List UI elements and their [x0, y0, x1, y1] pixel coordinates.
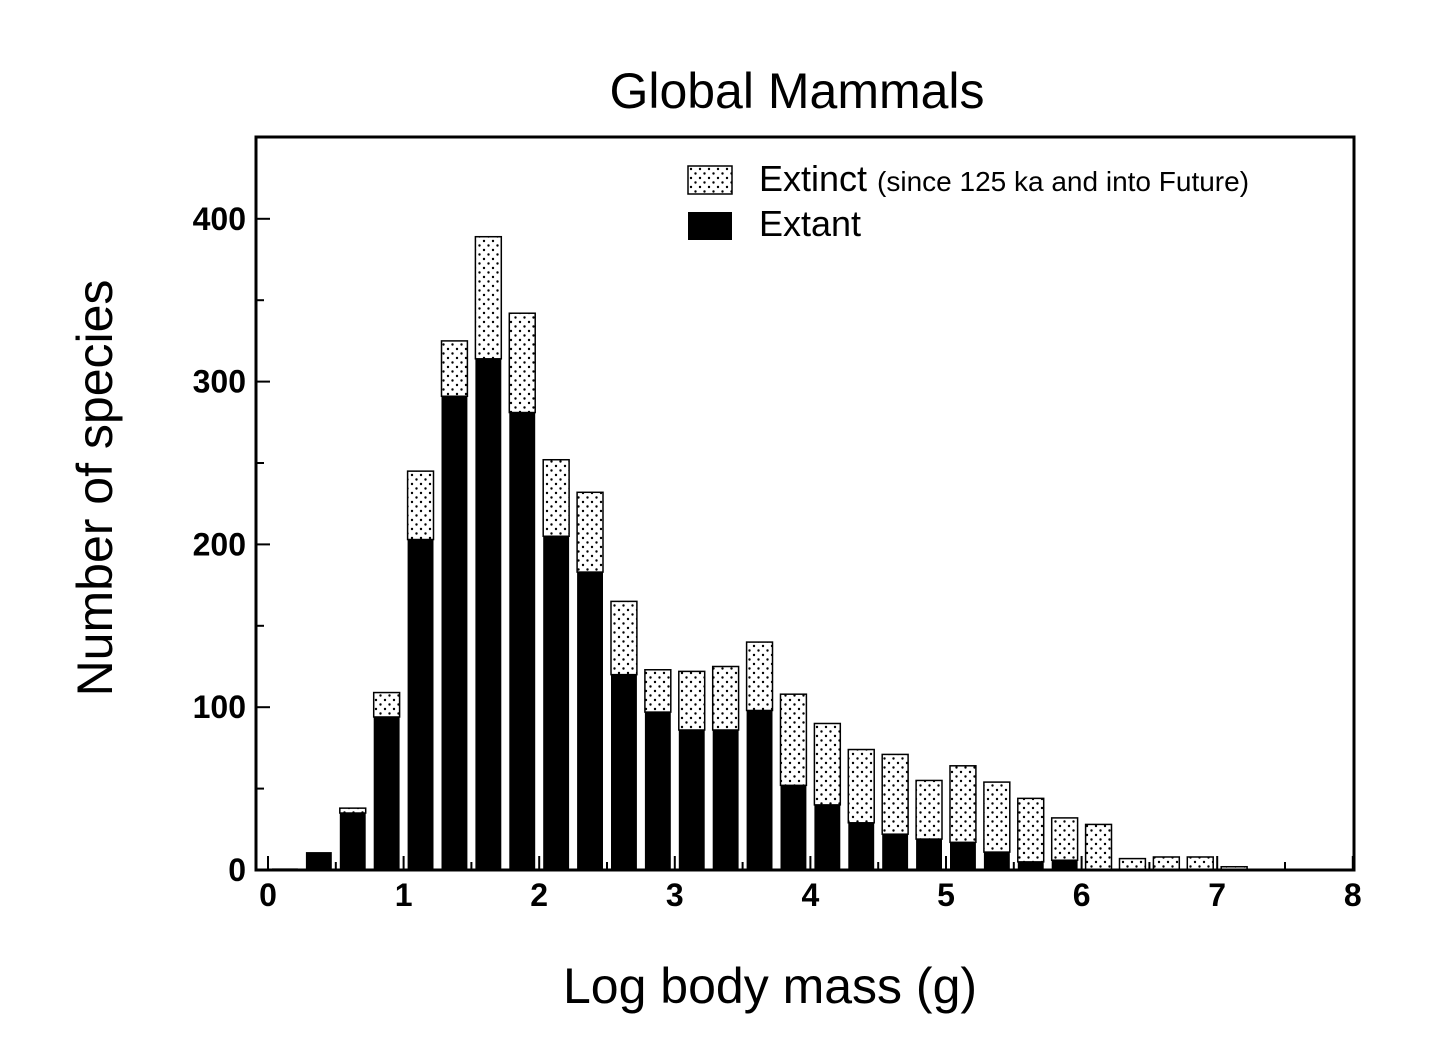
bar-extinct	[1186, 856, 1214, 871]
bar-extant	[983, 852, 1010, 870]
bar-extinct	[678, 670, 706, 731]
bar-extant	[780, 785, 807, 870]
legend: Extinct (since 125 ka and into Future) Ex…	[687, 158, 1249, 244]
bar-extant	[1017, 861, 1044, 870]
bar-extinct	[610, 600, 638, 676]
legend-extinct-swatch	[687, 165, 733, 195]
ticks-layer: 0 1 2 3 4 5 6 7 8 0 100 200 300 400	[193, 201, 1362, 913]
bar-extant	[882, 834, 909, 870]
chart-title: Global Mammals	[609, 63, 984, 119]
bar-extant	[543, 536, 570, 870]
bar-extinct	[745, 641, 774, 712]
bar-extant	[339, 813, 366, 870]
bar-extant	[678, 729, 705, 870]
bar-extant	[644, 712, 671, 870]
x-tick-label: 4	[802, 877, 820, 913]
bar-extinct	[983, 781, 1011, 853]
bar-extant	[916, 839, 942, 870]
bar-extinct	[1118, 857, 1147, 871]
x-tick-label: 2	[530, 877, 548, 913]
bar-extant	[1051, 860, 1078, 870]
x-tick-label: 0	[259, 877, 277, 913]
legend-extinct-name: Extinct	[759, 158, 867, 199]
y-tick-label: 200	[193, 526, 246, 562]
x-tick-label: 7	[1208, 877, 1226, 913]
x-tick-label: 6	[1073, 877, 1091, 913]
bar-extinct	[372, 691, 401, 718]
bar-extinct	[576, 491, 604, 573]
x-axis-label: Log body mass (g)	[563, 958, 977, 1014]
x-tick-label: 1	[395, 877, 413, 913]
legend-extinct-label: Extinct (since 125 ka and into Future)	[759, 158, 1249, 199]
bar-extant	[950, 842, 976, 870]
bar-extant	[848, 822, 875, 870]
y-tick-label: 100	[193, 689, 246, 725]
legend-extant-label: Extant	[759, 203, 861, 244]
bar-extinct	[949, 765, 977, 844]
y-tick-label: 300	[193, 364, 246, 400]
bar-extant	[373, 716, 400, 870]
bar-extinct	[915, 779, 943, 840]
bar-extinct	[813, 722, 842, 806]
bar-extant	[746, 710, 773, 870]
legend-extant-swatch	[688, 212, 732, 240]
bars-layer	[272, 235, 1248, 871]
bar-extant	[712, 729, 739, 870]
bar-extinct	[339, 807, 367, 814]
bar-extinct	[1050, 817, 1079, 861]
bar-extant	[611, 674, 637, 870]
x-tick-label: 5	[937, 877, 955, 913]
bar-extant	[305, 852, 332, 870]
plot-frame	[254, 135, 1356, 872]
bar-extinct	[847, 748, 875, 824]
bar-extinct	[406, 470, 435, 541]
bar-extinct	[881, 753, 909, 835]
y-axis-label: Number of species	[67, 280, 123, 697]
bar-extinct	[1084, 823, 1113, 871]
bar-extinct	[542, 458, 570, 538]
bar-extant	[577, 572, 603, 870]
y-tick-label: 0	[228, 852, 246, 888]
x-tick-label: 3	[666, 877, 684, 913]
bar-extinct	[644, 669, 672, 713]
y-tick-label: 400	[193, 201, 246, 237]
bar-extant	[509, 412, 536, 870]
bar-extant	[814, 804, 841, 870]
x-tick-label: 8	[1344, 877, 1362, 913]
bar-extinct	[711, 665, 740, 731]
bar-extant	[407, 539, 434, 870]
bar-extinct	[779, 693, 808, 787]
bar-extinct	[1017, 797, 1045, 863]
bar-extinct	[440, 340, 469, 397]
bar-extinct	[474, 235, 503, 360]
legend-extinct-note: (since 125 ka and into Future)	[877, 166, 1249, 197]
bar-extinct	[508, 312, 536, 414]
bar-extant	[441, 396, 468, 870]
bar-extant	[475, 358, 502, 870]
bar-extinct	[1152, 856, 1181, 871]
